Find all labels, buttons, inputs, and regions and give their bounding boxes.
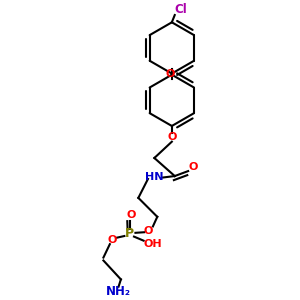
Text: O: O (126, 210, 136, 220)
Text: O: O (144, 226, 153, 236)
Text: HN: HN (145, 172, 164, 182)
Text: O: O (188, 162, 198, 172)
Text: O: O (166, 69, 175, 79)
Text: P: P (125, 227, 134, 240)
Text: O: O (107, 235, 117, 244)
Text: OH: OH (143, 238, 162, 249)
Text: Cl: Cl (174, 3, 187, 16)
Text: NH₂: NH₂ (106, 285, 130, 298)
Text: O: O (167, 132, 176, 142)
